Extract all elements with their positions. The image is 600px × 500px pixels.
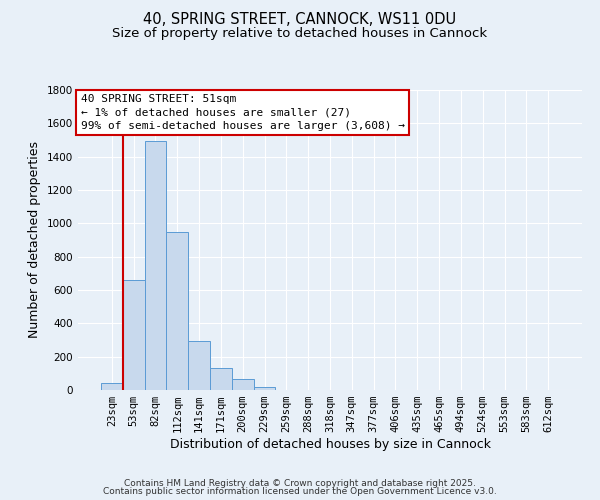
Bar — [210, 368, 232, 390]
Bar — [166, 232, 188, 390]
Text: Contains public sector information licensed under the Open Government Licence v3: Contains public sector information licen… — [103, 488, 497, 496]
Bar — [254, 386, 275, 390]
Bar — [188, 341, 210, 390]
Bar — [123, 280, 145, 390]
Bar — [101, 382, 123, 390]
Text: 40 SPRING STREET: 51sqm
← 1% of detached houses are smaller (27)
99% of semi-det: 40 SPRING STREET: 51sqm ← 1% of detached… — [80, 94, 404, 131]
Y-axis label: Number of detached properties: Number of detached properties — [28, 142, 41, 338]
Bar — [232, 379, 254, 390]
Text: 40, SPRING STREET, CANNOCK, WS11 0DU: 40, SPRING STREET, CANNOCK, WS11 0DU — [143, 12, 457, 28]
Text: Size of property relative to detached houses in Cannock: Size of property relative to detached ho… — [112, 28, 488, 40]
Text: Contains HM Land Registry data © Crown copyright and database right 2025.: Contains HM Land Registry data © Crown c… — [124, 478, 476, 488]
Bar — [145, 141, 166, 390]
X-axis label: Distribution of detached houses by size in Cannock: Distribution of detached houses by size … — [170, 438, 491, 451]
